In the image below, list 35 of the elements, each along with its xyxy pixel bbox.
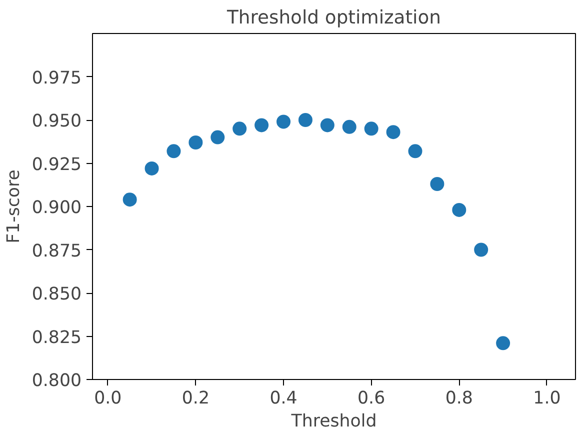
point: [188, 136, 203, 150]
point: [474, 242, 488, 257]
point: [232, 122, 247, 136]
point: [496, 336, 510, 350]
x-tick-label: 0.4: [270, 388, 298, 408]
y-tick-label: 0.825: [32, 328, 82, 348]
y-tick-label: 0.950: [32, 112, 82, 132]
point: [276, 114, 291, 129]
point: [342, 120, 356, 134]
y-tick-label: 0.850: [32, 284, 82, 304]
y-axis-title: F1-score: [4, 170, 24, 244]
point: [320, 118, 334, 132]
point: [452, 202, 466, 217]
y-tick-label: 0.800: [32, 371, 82, 391]
point: [386, 125, 400, 140]
x-tick-label: 1.0: [533, 388, 561, 408]
point: [364, 122, 378, 136]
y-tick-label: 0.975: [32, 68, 82, 88]
chart-title: Threshold optimization: [226, 8, 441, 28]
point: [254, 118, 269, 132]
x-tick-label: 0.2: [182, 388, 210, 408]
x-tick-label: 0.0: [94, 388, 122, 408]
point: [122, 192, 137, 207]
x-tick-label: 0.8: [445, 388, 473, 408]
point: [144, 161, 159, 176]
point: [166, 144, 181, 158]
x-tick-label: 0.6: [358, 388, 386, 408]
y-tick-label: 0.900: [32, 198, 82, 218]
point: [210, 130, 225, 144]
x-axis-title: Threshold: [290, 412, 377, 432]
point: [430, 177, 444, 191]
y-tick-label: 0.875: [32, 241, 82, 262]
y-tick-label: 0.925: [32, 154, 82, 175]
point: [408, 144, 422, 158]
point: [298, 113, 312, 127]
